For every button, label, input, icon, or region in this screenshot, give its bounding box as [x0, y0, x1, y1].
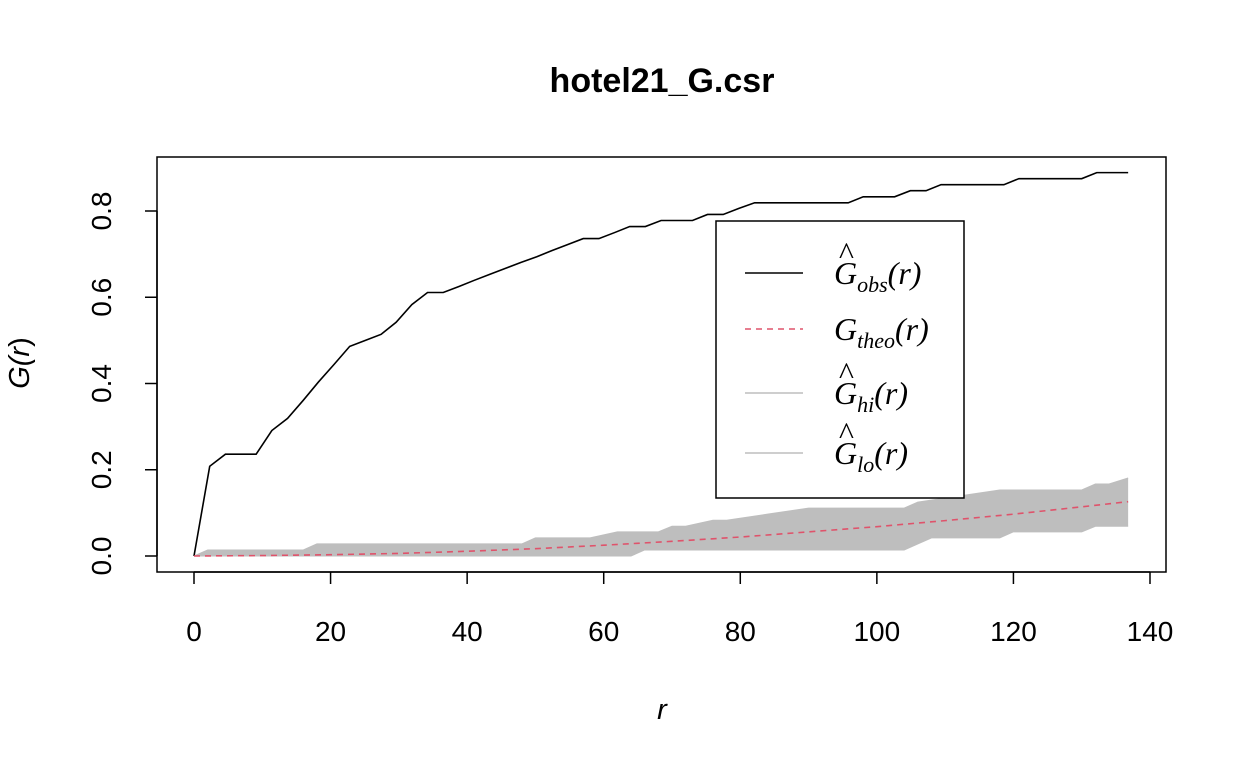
chart-title: hotel21_G.csr	[550, 62, 775, 100]
series-line-hi	[193, 477, 1129, 557]
x-tick-label: 20	[315, 616, 346, 647]
legend-hat-mark: ^	[838, 355, 854, 391]
x-axis-label: r	[657, 694, 668, 726]
x-tick-label: 100	[853, 616, 900, 647]
envelope-area	[194, 477, 1129, 556]
legend-hat-mark: ^	[838, 415, 854, 451]
series-lines	[193, 171, 1129, 557]
y-tick-label: 0.6	[86, 278, 117, 317]
y-axis-label: G(r)	[4, 337, 36, 389]
y-tick-label: 0.4	[86, 364, 117, 403]
legend-label-obs: Gobs(r)	[834, 255, 921, 297]
x-tick-label: 140	[1127, 616, 1174, 647]
x-tick-label: 60	[588, 616, 619, 647]
legend-hat-mark: ^	[838, 235, 854, 271]
series-line-obs	[193, 171, 1129, 557]
y-axis: 0.0 0.2 0.4 0.6 0.8	[86, 192, 158, 576]
x-tick-label: 80	[725, 616, 756, 647]
legend-label-hi: Ghi(r)	[834, 375, 908, 417]
y-tick-label: 0.2	[86, 450, 117, 489]
y-tick-label: 0.0	[86, 537, 117, 576]
legend-label-lo: Glo(r)	[834, 435, 908, 477]
legend-box	[715, 220, 965, 499]
series-line-lo	[194, 525, 1129, 557]
x-tick-label: 120	[990, 616, 1037, 647]
x-tick-label: 40	[452, 616, 483, 647]
envelope-band	[193, 477, 1129, 557]
legend: Gobs(r)^Gtheo(r)Ghi(r)^Glo(r)^	[715, 220, 965, 499]
x-axis: 0 20 40 60 80 100 120 140	[186, 571, 1174, 647]
series-line-theo	[193, 500, 1129, 557]
y-tick-label: 0.8	[86, 192, 117, 231]
x-tick-label: 0	[186, 616, 202, 647]
legend-label-theo: Gtheo(r)	[834, 311, 929, 353]
